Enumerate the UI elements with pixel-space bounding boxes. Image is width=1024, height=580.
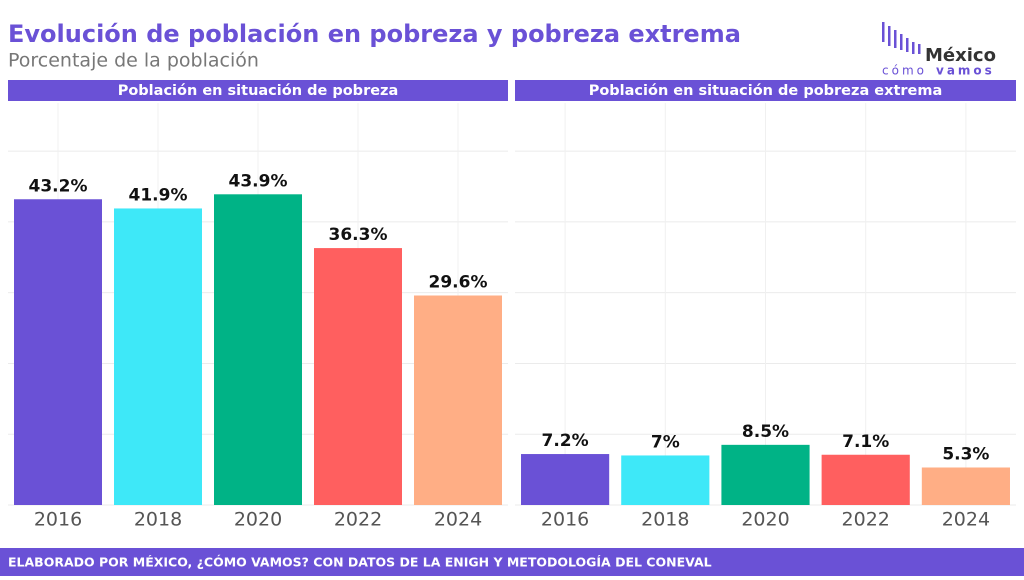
panel-title: Población en situación de pobreza extrem… (589, 83, 943, 99)
subtitle: Porcentaje de la población (8, 50, 259, 72)
logo-name: México (925, 45, 996, 66)
bar (521, 454, 610, 505)
x-tick-label: 2020 (234, 509, 282, 531)
logo-bar (906, 38, 909, 52)
data-label: 7% (651, 432, 680, 452)
logo-tagline: cómo (882, 64, 927, 78)
data-label: 8.5% (742, 422, 789, 442)
logo-bar (888, 26, 891, 46)
footer: ELABORADO POR MÉXICO, ¿CÓMO VAMOS? CON D… (8, 555, 712, 570)
bar (14, 199, 102, 505)
data-label: 43.2% (29, 176, 88, 196)
data-label: 7.2% (542, 431, 589, 451)
x-tick-label: 2022 (842, 509, 890, 531)
x-tick-label: 2018 (134, 509, 182, 531)
x-tick-label: 2018 (641, 509, 689, 531)
logo-bar (918, 44, 921, 54)
data-label: 41.9% (129, 185, 188, 205)
data-label: 43.9% (229, 171, 288, 191)
bar (214, 194, 302, 505)
logo-tagline: vamos (936, 64, 995, 78)
data-label: 36.3% (329, 225, 388, 245)
bar (721, 444, 810, 505)
data-label: 5.3% (942, 444, 989, 464)
bar (414, 295, 502, 505)
data-label: 29.6% (429, 273, 488, 293)
panel-header (515, 80, 1016, 101)
panel-header (8, 80, 508, 101)
logo-bar (912, 42, 915, 54)
logo-bar (900, 34, 903, 50)
bar (114, 208, 202, 505)
bar (621, 455, 710, 505)
logo: México cómo vamos (882, 22, 996, 78)
x-tick-label: 2016 (541, 509, 589, 531)
x-tick-label: 2024 (434, 509, 482, 531)
x-tick-label: 2022 (334, 509, 382, 531)
data-label: 7.1% (842, 432, 889, 452)
footer-band (0, 548, 1024, 576)
x-tick-label: 2016 (34, 509, 82, 531)
logo-bar (882, 22, 885, 42)
title: Evolución de población en pobreza y pobr… (8, 20, 741, 48)
logo-bar (894, 30, 897, 48)
bar (921, 467, 1010, 505)
x-tick-label: 2024 (942, 509, 990, 531)
bar (821, 454, 910, 505)
panel-title: Población en situación de pobreza (118, 83, 399, 99)
x-tick-label: 2020 (741, 509, 789, 531)
bar (314, 248, 402, 506)
